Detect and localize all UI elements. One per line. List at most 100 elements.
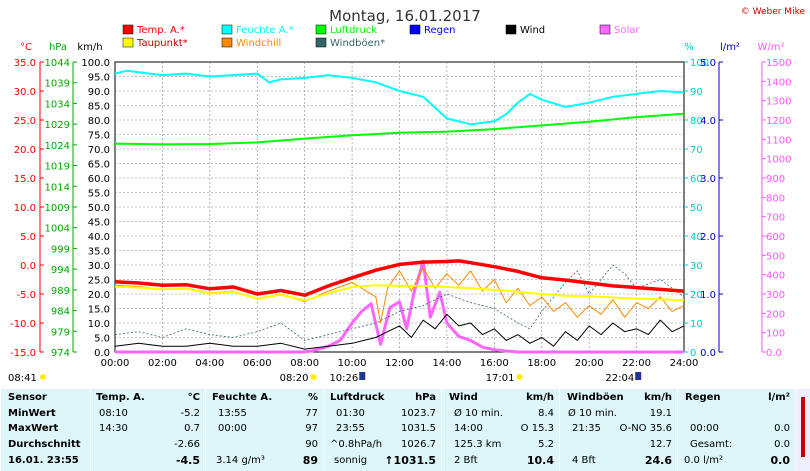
wind-max-time: 14:00 [454,423,483,434]
pressure-min-time: 01:30 [336,408,365,419]
solar-tick: 800 [766,193,785,204]
temp-max: 0.7 [184,423,200,434]
pressure-max: 1031.5 [401,423,436,434]
temp-min: -5.2 [180,408,200,419]
humidity-tick: 10 [690,319,703,330]
rain-max: 0.0 [774,423,790,434]
x-tick: 06:00 [243,358,272,369]
moon-icon [359,372,366,380]
axis-unit-label: km/h [77,42,102,53]
rain-total-label: Gesamt: [690,439,733,450]
humidity-tick: 20 [690,290,703,301]
pressure-tick: 974 [51,348,70,359]
wind-current: 10.4 [526,454,554,467]
marker-label: 08:41 [8,373,37,384]
thermometer-icon [801,397,805,457]
marker-label: 08:20 [280,373,309,384]
wind-tick: 15.0 [88,305,110,316]
humidity-tick: 0 [690,348,696,359]
temp-current: -4.5 [175,454,200,467]
copyright: © Weber Mike [741,7,806,17]
rain-tick: 4.0 [700,116,716,127]
wind-tick: 85.0 [88,102,110,113]
wind-tick: 0.0 [94,348,110,359]
temp-tick: 25.0 [14,116,36,127]
x-tick: 08:00 [290,358,319,369]
series-line [114,264,685,341]
wind-tick: 100.0 [81,58,110,69]
wind-bft: 2 Bft [454,455,478,466]
humidity-min: 77 [305,408,318,419]
pressure-tick: 1039 [45,79,70,90]
wind-avg-label: Ø 10 min. [454,408,503,419]
series-line [114,313,685,350]
pressure-tick: 1004 [45,224,70,235]
temp-tick: -10.0 [10,319,36,330]
avg-row-label: Durchschnitt [8,439,81,450]
pressure-tick: 999 [51,244,70,255]
humidity-max: 97 [305,423,318,434]
temp-tick: 10.0 [14,203,36,214]
moon-icon [635,372,642,380]
min-row-label: MinWert [8,408,56,419]
chart-title: Montag, 16.01.2017 [329,7,481,25]
axis-unit-label: % [684,42,694,53]
solar-tick: 1200 [766,116,791,127]
solar-tick: 500 [766,251,785,262]
temp-unit: °C [187,392,200,403]
temp-max-time: 14:30 [99,423,128,434]
x-tick: 14:00 [433,358,462,369]
pressure-unit: hPa [415,392,436,403]
wind-tick: 50.0 [88,203,110,214]
pressure-tick: 979 [51,327,70,338]
pressure-trend: ^0.8hPa/h [330,439,383,450]
pressure-tick: 1019 [45,162,70,173]
humidity-current: 89 [302,454,318,467]
legend-swatch [122,24,134,35]
legend-swatch [315,24,327,35]
weather-chart: Montag, 16.01.2017 © Weber Mike Temp. A.* F… [8,7,806,384]
legend-label: Feuchte A.* [236,25,294,36]
wind-tick: 45.0 [88,218,110,229]
legend-label: Windchill [236,38,281,49]
legend-swatch [221,24,233,35]
pressure-tick: 1014 [45,182,70,193]
pressure-current: ↑1031.5 [384,454,436,468]
pressure-tick: 1009 [45,203,70,214]
humidity-avg: 90 [305,439,318,450]
col-pressure: Luftdruck hPa 01:30 1023.7 23:55 1031.5 … [323,389,442,471]
wind-header: Wind [449,392,478,403]
pressure-tick: 984 [51,307,70,318]
legend-label: Windböen* [330,38,385,49]
pressure-avg: 1026.7 [401,439,436,450]
gust-unit: km/h [644,392,672,403]
solar-tick: 900 [766,174,785,185]
rain-total: 0.0 [774,439,790,450]
col-sensor: Sensor MinWert MaxWert Durchschnitt 16.0… [0,389,91,471]
x-tick: 24:00 [670,358,699,369]
wind-tick: 10.0 [88,319,110,330]
rain-tick: 2.0 [700,232,716,243]
humidity-tick: 90 [690,87,703,98]
current-row-label: 16.01. 23:55 [8,455,79,466]
pressure-rising-icon: ↑ [384,454,394,467]
pressure-current-value: 1031.5 [393,454,436,467]
x-tick: 12:00 [385,358,414,369]
col-gauge [795,389,810,471]
solar-tick: 600 [766,232,785,243]
pressure-tick: 1024 [45,141,70,152]
humidity-abs: 3.14 g/m³ [216,455,265,466]
sun-icon [516,374,523,380]
legend-label: Solar [614,25,640,36]
legend-label: Wind [520,25,545,36]
col-temp: Temp. A. °C 08:10 -5.2 14:30 0.7 -2.66 -… [90,389,206,471]
gust-bft: 4 Bft [572,455,596,466]
legend-swatch [505,24,517,35]
legend-swatch [409,24,421,35]
solar-tick: 1500 [766,58,791,69]
humidity-tick: 70 [690,145,703,156]
gust-avg10: 19.1 [649,408,672,419]
legend-swatch [315,37,327,48]
wind-tick: 25.0 [88,276,110,287]
wind-run-avg: 5.2 [538,439,554,450]
